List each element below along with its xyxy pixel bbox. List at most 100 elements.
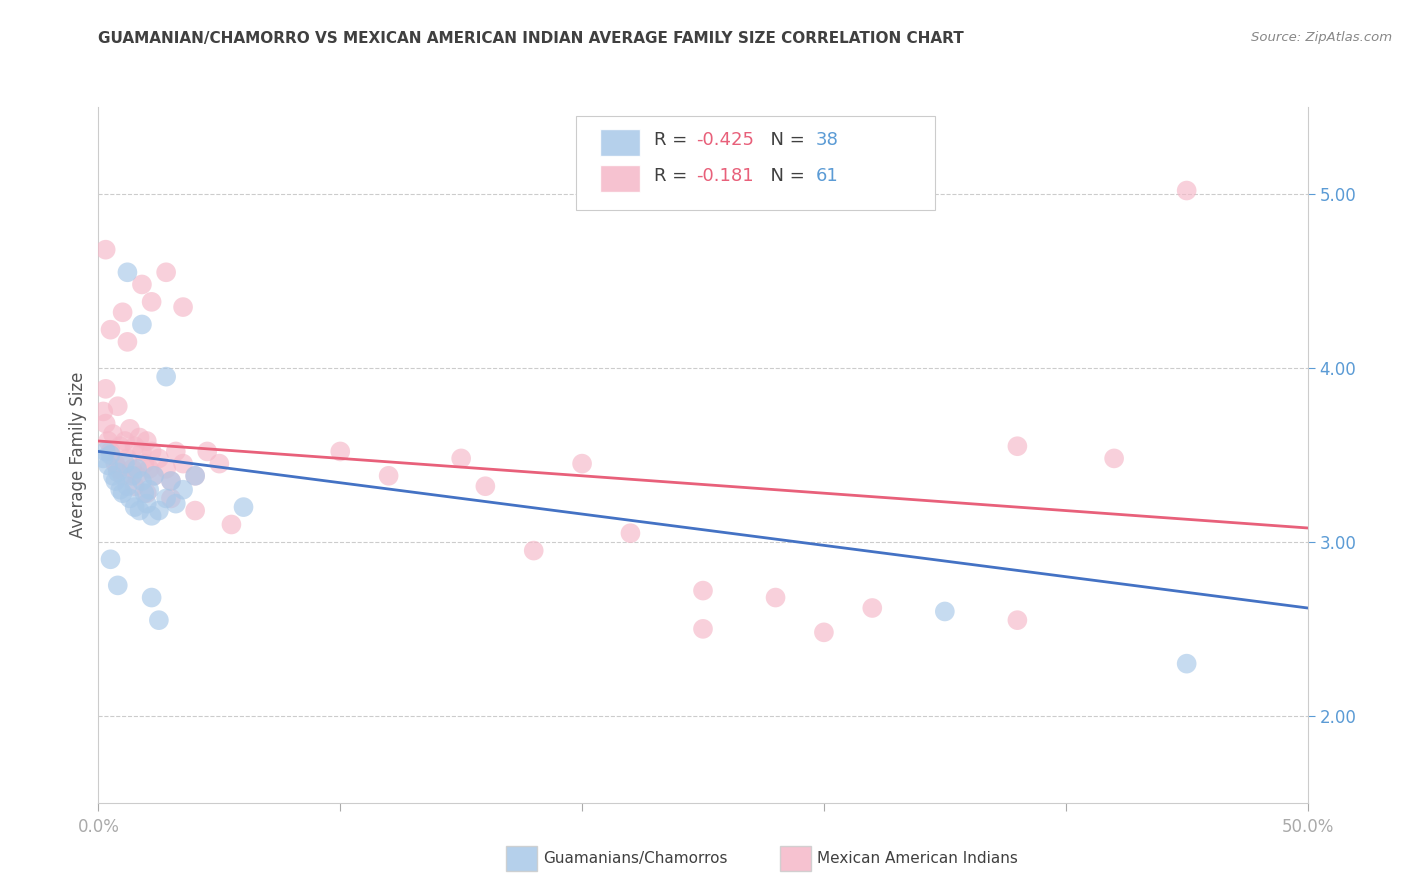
Point bbox=[100, 444, 122, 458]
Point bbox=[128, 503, 150, 517]
Point bbox=[1007, 613, 1029, 627]
Y-axis label: Average Family Size: Average Family Size bbox=[69, 372, 87, 538]
Point bbox=[172, 457, 194, 471]
Point bbox=[131, 277, 153, 292]
Text: R =: R = bbox=[654, 131, 693, 149]
Point bbox=[101, 427, 124, 442]
Point bbox=[813, 625, 835, 640]
Point bbox=[100, 448, 122, 462]
Point bbox=[131, 318, 153, 332]
Point bbox=[131, 474, 153, 488]
Point bbox=[124, 439, 146, 453]
Text: GUAMANIAN/CHAMORRO VS MEXICAN AMERICAN INDIAN AVERAGE FAMILY SIZE CORRELATION CH: GUAMANIAN/CHAMORRO VS MEXICAN AMERICAN I… bbox=[98, 31, 965, 46]
Point bbox=[135, 486, 157, 500]
Point bbox=[100, 323, 122, 337]
Point bbox=[124, 479, 146, 493]
Point bbox=[97, 458, 120, 473]
Point bbox=[1007, 439, 1029, 453]
Point bbox=[111, 305, 134, 319]
Point bbox=[104, 474, 127, 488]
Point bbox=[91, 451, 114, 466]
Point bbox=[329, 444, 352, 458]
Point bbox=[860, 601, 883, 615]
Point bbox=[114, 457, 136, 471]
Point bbox=[117, 265, 139, 279]
Point bbox=[114, 434, 136, 448]
Point bbox=[135, 434, 157, 448]
Point bbox=[107, 578, 129, 592]
Point bbox=[155, 265, 177, 279]
Point bbox=[141, 444, 163, 458]
Point bbox=[141, 294, 163, 309]
Point bbox=[121, 468, 143, 483]
Point bbox=[127, 468, 149, 483]
Point bbox=[184, 468, 207, 483]
Text: Guamanians/Chamorros: Guamanians/Chamorros bbox=[543, 851, 727, 865]
Point bbox=[94, 444, 117, 458]
Text: 38: 38 bbox=[815, 131, 838, 149]
Point bbox=[134, 457, 156, 471]
Point bbox=[94, 243, 117, 257]
Point bbox=[143, 468, 166, 483]
Point bbox=[571, 457, 593, 471]
Point bbox=[143, 468, 166, 483]
Point bbox=[765, 591, 787, 605]
Point bbox=[107, 462, 129, 476]
Point bbox=[523, 543, 546, 558]
Point bbox=[127, 462, 149, 476]
Point bbox=[101, 468, 124, 483]
Point bbox=[111, 486, 134, 500]
Point bbox=[91, 404, 114, 418]
Point bbox=[117, 334, 139, 349]
Point bbox=[155, 491, 177, 506]
Point bbox=[155, 369, 177, 384]
Point bbox=[232, 500, 254, 514]
Text: Source: ZipAtlas.com: Source: ZipAtlas.com bbox=[1251, 31, 1392, 45]
Point bbox=[148, 503, 170, 517]
Text: Mexican American Indians: Mexican American Indians bbox=[817, 851, 1018, 865]
Point bbox=[148, 451, 170, 466]
Point bbox=[934, 605, 956, 619]
Point bbox=[1175, 657, 1198, 671]
Point bbox=[184, 468, 207, 483]
Point bbox=[208, 457, 231, 471]
Point bbox=[165, 497, 187, 511]
Point bbox=[1102, 451, 1125, 466]
Point bbox=[118, 491, 141, 506]
Text: N =: N = bbox=[759, 167, 811, 185]
Point bbox=[121, 462, 143, 476]
Point bbox=[172, 300, 194, 314]
Point bbox=[165, 444, 187, 458]
Point bbox=[124, 500, 146, 514]
Point bbox=[138, 483, 160, 497]
Point bbox=[108, 439, 131, 453]
Point bbox=[135, 497, 157, 511]
Point bbox=[104, 457, 127, 471]
Text: R =: R = bbox=[654, 167, 699, 185]
Point bbox=[184, 503, 207, 517]
Point bbox=[128, 431, 150, 445]
Point bbox=[111, 468, 134, 483]
Point bbox=[160, 474, 183, 488]
Point bbox=[97, 434, 120, 448]
Point bbox=[94, 382, 117, 396]
Text: N =: N = bbox=[759, 131, 811, 149]
Point bbox=[107, 466, 129, 480]
Point bbox=[141, 591, 163, 605]
Point bbox=[141, 508, 163, 523]
Point bbox=[195, 444, 218, 458]
Text: -0.425: -0.425 bbox=[696, 131, 754, 149]
Point bbox=[1175, 184, 1198, 198]
Point bbox=[108, 483, 131, 497]
Text: -0.181: -0.181 bbox=[696, 167, 754, 185]
Point bbox=[107, 399, 129, 413]
Point bbox=[221, 517, 243, 532]
Point bbox=[134, 486, 156, 500]
Point bbox=[692, 622, 714, 636]
Point bbox=[450, 451, 472, 466]
Point bbox=[377, 468, 399, 483]
Point bbox=[160, 491, 183, 506]
Point bbox=[100, 552, 122, 566]
Point bbox=[118, 422, 141, 436]
Point bbox=[117, 451, 139, 466]
